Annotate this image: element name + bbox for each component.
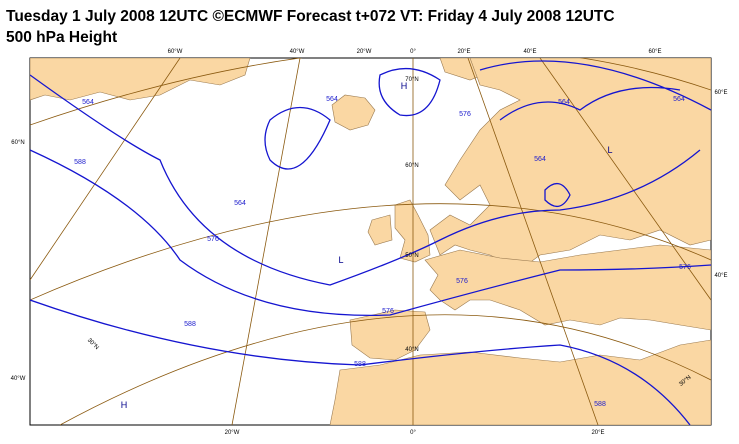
graticule-label: 60°E: [714, 90, 727, 96]
graticule-label: 40°E: [523, 49, 536, 55]
graticule-label: 60°N: [405, 163, 418, 169]
contour-label: 588: [184, 321, 196, 328]
graticule-label: 20°W: [357, 49, 372, 55]
pressure-system-label: H: [401, 81, 408, 91]
graticule-label: 60°E: [648, 49, 661, 55]
contour-label: 576: [207, 236, 219, 243]
contour-line: [30, 74, 701, 286]
contour-label: 588: [74, 159, 86, 166]
graticule-label: 60°W: [168, 49, 183, 55]
contour-line: [30, 299, 691, 425]
contour-label: 576: [456, 278, 468, 285]
contour-line: [30, 149, 711, 317]
graticule-label: 70°N: [405, 77, 418, 83]
graticule-label: 20°W: [225, 430, 240, 436]
graticule-label: 40°W: [11, 376, 26, 382]
africa: [329, 339, 711, 425]
greenland: [30, 58, 251, 101]
graticule-label: 50°N: [405, 253, 418, 259]
contour-label: 564: [82, 99, 94, 106]
pressure-system-label: L: [338, 255, 343, 265]
contour-label: 564: [534, 156, 546, 163]
graticule-label: 60°N: [11, 140, 24, 146]
contour-label: 564: [673, 96, 685, 103]
contour-label: 564: [558, 99, 570, 106]
contour-label: 588: [354, 361, 366, 368]
europe: [424, 244, 711, 331]
contour-label: 564: [234, 200, 246, 207]
graticule-label: 20°E: [591, 430, 604, 436]
contour-line: [264, 107, 331, 170]
graticule-label: 40°W: [290, 49, 305, 55]
pressure-system-label: L: [607, 145, 612, 155]
graticule-label: 20°E: [457, 49, 470, 55]
contour-label: 564: [326, 96, 338, 103]
contour-label: 576: [459, 111, 471, 118]
contour-label: 576: [382, 308, 394, 315]
british-isles: [367, 199, 431, 263]
pressure-system-label: H: [121, 400, 128, 410]
contour-line: [544, 183, 571, 207]
contour-label: 576: [679, 264, 691, 271]
graticule-label: 0°: [410, 49, 416, 55]
contour-label: 588: [594, 401, 606, 408]
map-area: [29, 57, 712, 426]
graticule-label: 40°E: [714, 273, 727, 279]
contour-line: [378, 67, 441, 117]
title: Tuesday 1 July 2008 12UTC ©ECMWF Forecas…: [6, 8, 615, 25]
graticule-label: 0°: [410, 430, 416, 436]
subtitle: 500 hPa Height: [6, 29, 117, 46]
graticule: [30, 58, 711, 425]
contour-line: [479, 60, 711, 121]
iceland: [331, 94, 376, 131]
graticule-label: 40°N: [405, 347, 418, 353]
